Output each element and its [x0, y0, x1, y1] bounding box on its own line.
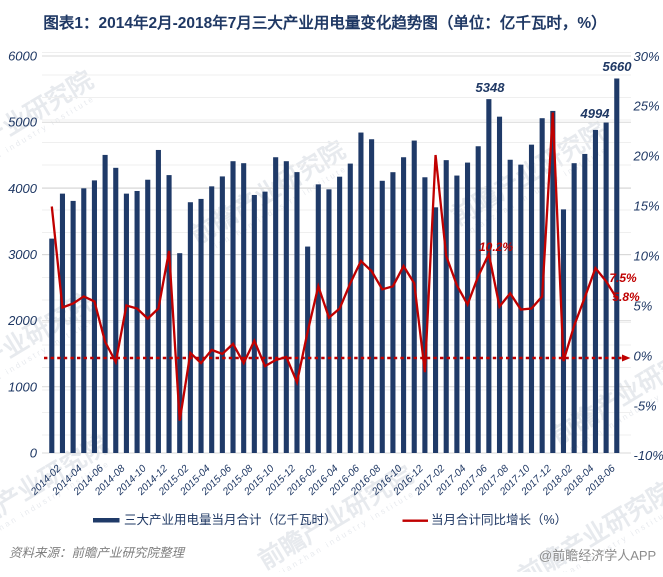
- svg-text:30%: 30%: [634, 49, 660, 64]
- svg-text:6000: 6000: [8, 49, 38, 64]
- svg-text:5000: 5000: [8, 115, 38, 130]
- svg-text:-10%: -10%: [634, 448, 663, 463]
- svg-text:当月合计同比增长（%）: 当月合计同比增长（%）: [431, 512, 567, 527]
- svg-text:0%: 0%: [634, 348, 653, 363]
- svg-text:资料来源：前瞻产业研究院整理: 资料来源：前瞻产业研究院整理: [9, 546, 186, 560]
- svg-text:7.5%: 7.5%: [609, 271, 637, 285]
- svg-text:@前瞻经济学人APP: @前瞻经济学人APP: [539, 548, 656, 563]
- svg-text:1000: 1000: [8, 379, 38, 394]
- svg-text:10.2%: 10.2%: [479, 240, 513, 254]
- svg-text:20%: 20%: [633, 149, 660, 164]
- svg-text:4000: 4000: [8, 181, 38, 196]
- svg-text:2000: 2000: [7, 313, 38, 328]
- svg-text:3000: 3000: [8, 247, 38, 262]
- svg-text:4994: 4994: [580, 106, 611, 121]
- svg-text:5660: 5660: [603, 59, 633, 74]
- svg-text:10%: 10%: [634, 249, 660, 264]
- svg-text:三大产业用电量当月合计（亿千瓦时）: 三大产业用电量当月合计（亿千瓦时）: [124, 512, 337, 527]
- svg-text:5.8%: 5.8%: [612, 290, 640, 304]
- svg-text:25%: 25%: [633, 99, 660, 114]
- svg-text:0: 0: [30, 446, 38, 461]
- svg-text:图表1：2014年2月-2018年7月三大产业用电量变化趋势: 图表1：2014年2月-2018年7月三大产业用电量变化趋势图（单位：亿千瓦时，…: [43, 13, 606, 32]
- svg-text:15%: 15%: [634, 199, 660, 214]
- svg-text:-5%: -5%: [634, 398, 657, 413]
- svg-text:5348: 5348: [476, 80, 506, 95]
